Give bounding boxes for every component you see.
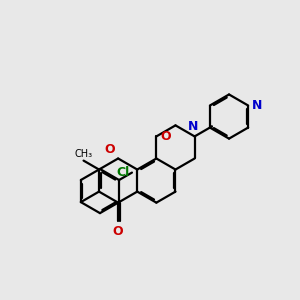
Text: CH₃: CH₃ [74,149,93,159]
Text: O: O [104,143,115,156]
Text: O: O [113,225,123,238]
Text: Cl: Cl [116,166,129,179]
Text: N: N [251,99,262,112]
Text: O: O [160,130,171,143]
Text: N: N [188,120,198,133]
